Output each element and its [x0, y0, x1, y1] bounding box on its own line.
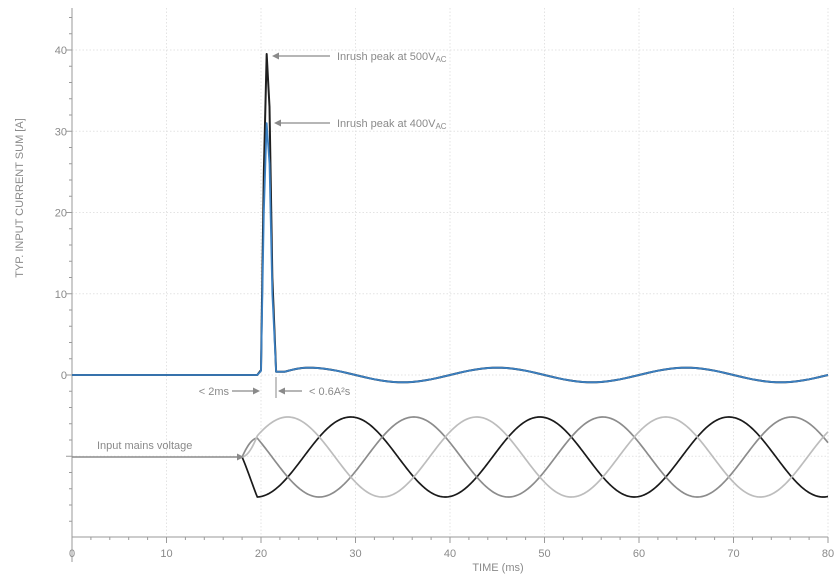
tick-marks — [66, 17, 829, 543]
annotation-i2t-label: < 0.6A²s — [309, 386, 351, 398]
x-tick-label: 40 — [444, 548, 456, 560]
x-tick-label: 10 — [160, 548, 172, 560]
annotation-duration: < 2ms < 0.6A²s — [199, 377, 351, 398]
arrow-head — [237, 453, 244, 461]
annotation-mains: Input mains voltage — [97, 440, 244, 461]
x-tick-labels: 0 10 20 30 40 50 60 70 80 — [69, 548, 834, 560]
svg-text:Inrush peak at 500VAC: Inrush peak at 500VAC — [337, 51, 447, 64]
y-tick-label: 40 — [55, 45, 67, 57]
grid — [72, 8, 829, 537]
annotation-mains-label: Input mains voltage — [97, 440, 192, 452]
x-tick-label: 30 — [349, 548, 361, 560]
x-tick-label: 70 — [727, 548, 739, 560]
y-tick-label: 20 — [55, 208, 67, 220]
y-tick-labels: 0 10 20 30 40 — [55, 45, 67, 382]
mains-phase-2 — [241, 416, 829, 498]
x-axis-title: TIME (ms) — [472, 562, 523, 574]
arrow-head — [272, 52, 279, 60]
current-series — [72, 53, 829, 384]
y-tick-label: 30 — [55, 126, 67, 138]
y-axis-title: TYP. INPUT CURRENT SUM [A] — [14, 118, 26, 278]
x-tick-label: 50 — [538, 548, 550, 560]
mains-phase-3 — [241, 416, 829, 498]
annotation-sub-500: AC — [435, 55, 446, 64]
x-tick-label: 20 — [255, 548, 267, 560]
svg-text:Inrush peak at 400VAC: Inrush peak at 400VAC — [337, 118, 447, 131]
x-tick-label: 60 — [633, 548, 645, 560]
annotation-label-400: Inrush peak at 400V — [337, 118, 436, 130]
mains-voltage-curves — [72, 416, 829, 498]
annotation-sub-400: AC — [435, 122, 446, 131]
annotation-label-500: Inrush peak at 500V — [337, 51, 436, 63]
x-tick-label: 80 — [822, 548, 834, 560]
y-tick-label: 10 — [55, 289, 67, 301]
current-series-2 — [72, 122, 829, 384]
annotation-peak-400: Inrush peak at 400VAC — [274, 118, 447, 131]
x-tick-label: 0 — [69, 548, 75, 560]
arrow-head — [274, 119, 281, 127]
annotation-duration-label: < 2ms — [199, 386, 230, 398]
arrow-head — [253, 387, 260, 395]
arrow-head-2 — [278, 387, 285, 395]
y-tick-label: 0 — [61, 370, 67, 382]
mains-phase-1 — [241, 416, 829, 498]
annotation-peak-500: Inrush peak at 500VAC — [272, 51, 447, 64]
